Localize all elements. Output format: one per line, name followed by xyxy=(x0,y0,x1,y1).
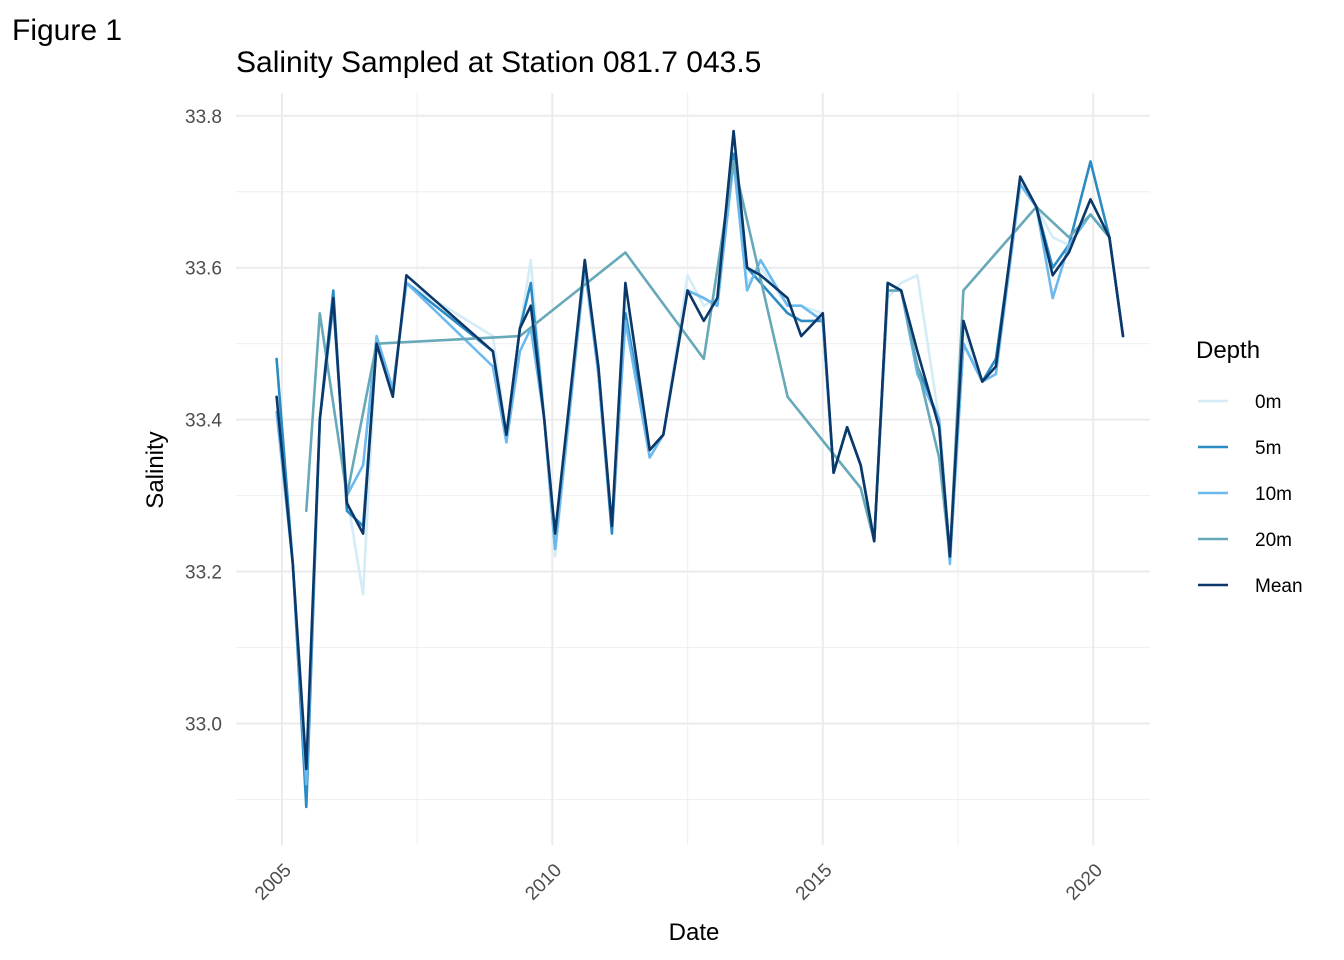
x-tick-label: 2010 xyxy=(521,860,566,905)
y-tick-label: 33.0 xyxy=(185,714,222,735)
x-tick-label: 2015 xyxy=(792,860,837,905)
x-axis-title: Date xyxy=(669,919,720,946)
major-gridlines xyxy=(236,93,1150,845)
y-tick-label: 33.4 xyxy=(185,411,222,432)
legend-label-20m: 20m xyxy=(1255,530,1292,551)
series-line-0m xyxy=(275,152,1125,763)
legend-label-mean: Mean xyxy=(1255,576,1303,597)
series-line-mean xyxy=(275,129,1125,771)
x-axis-ticks: 2005 2010 2015 2020 xyxy=(251,860,1107,905)
chart-title: Salinity Sampled at Station 081.7 043.5 xyxy=(236,46,761,79)
y-tick-label: 33.6 xyxy=(185,259,222,280)
x-tick-label: 2005 xyxy=(251,860,296,905)
legend: Depth 0m 5m 10m 20m Mean xyxy=(1196,337,1303,597)
y-tick-label: 33.2 xyxy=(185,563,222,584)
x-tick-label: 2020 xyxy=(1062,860,1107,905)
minor-gridlines xyxy=(236,93,1150,845)
y-axis-title: Salinity xyxy=(142,431,169,508)
legend-label-5m: 5m xyxy=(1255,438,1281,459)
legend-label-10m: 10m xyxy=(1255,484,1292,505)
series-lines xyxy=(275,129,1125,809)
legend-title: Depth xyxy=(1196,337,1260,364)
y-tick-label: 33.8 xyxy=(185,107,222,128)
y-axis-ticks: 33.0 33.2 33.4 33.6 33.8 xyxy=(185,107,222,736)
legend-label-0m: 0m xyxy=(1255,392,1281,413)
series-line-20m xyxy=(304,160,1125,558)
figure-label: Figure 1 xyxy=(12,14,123,47)
